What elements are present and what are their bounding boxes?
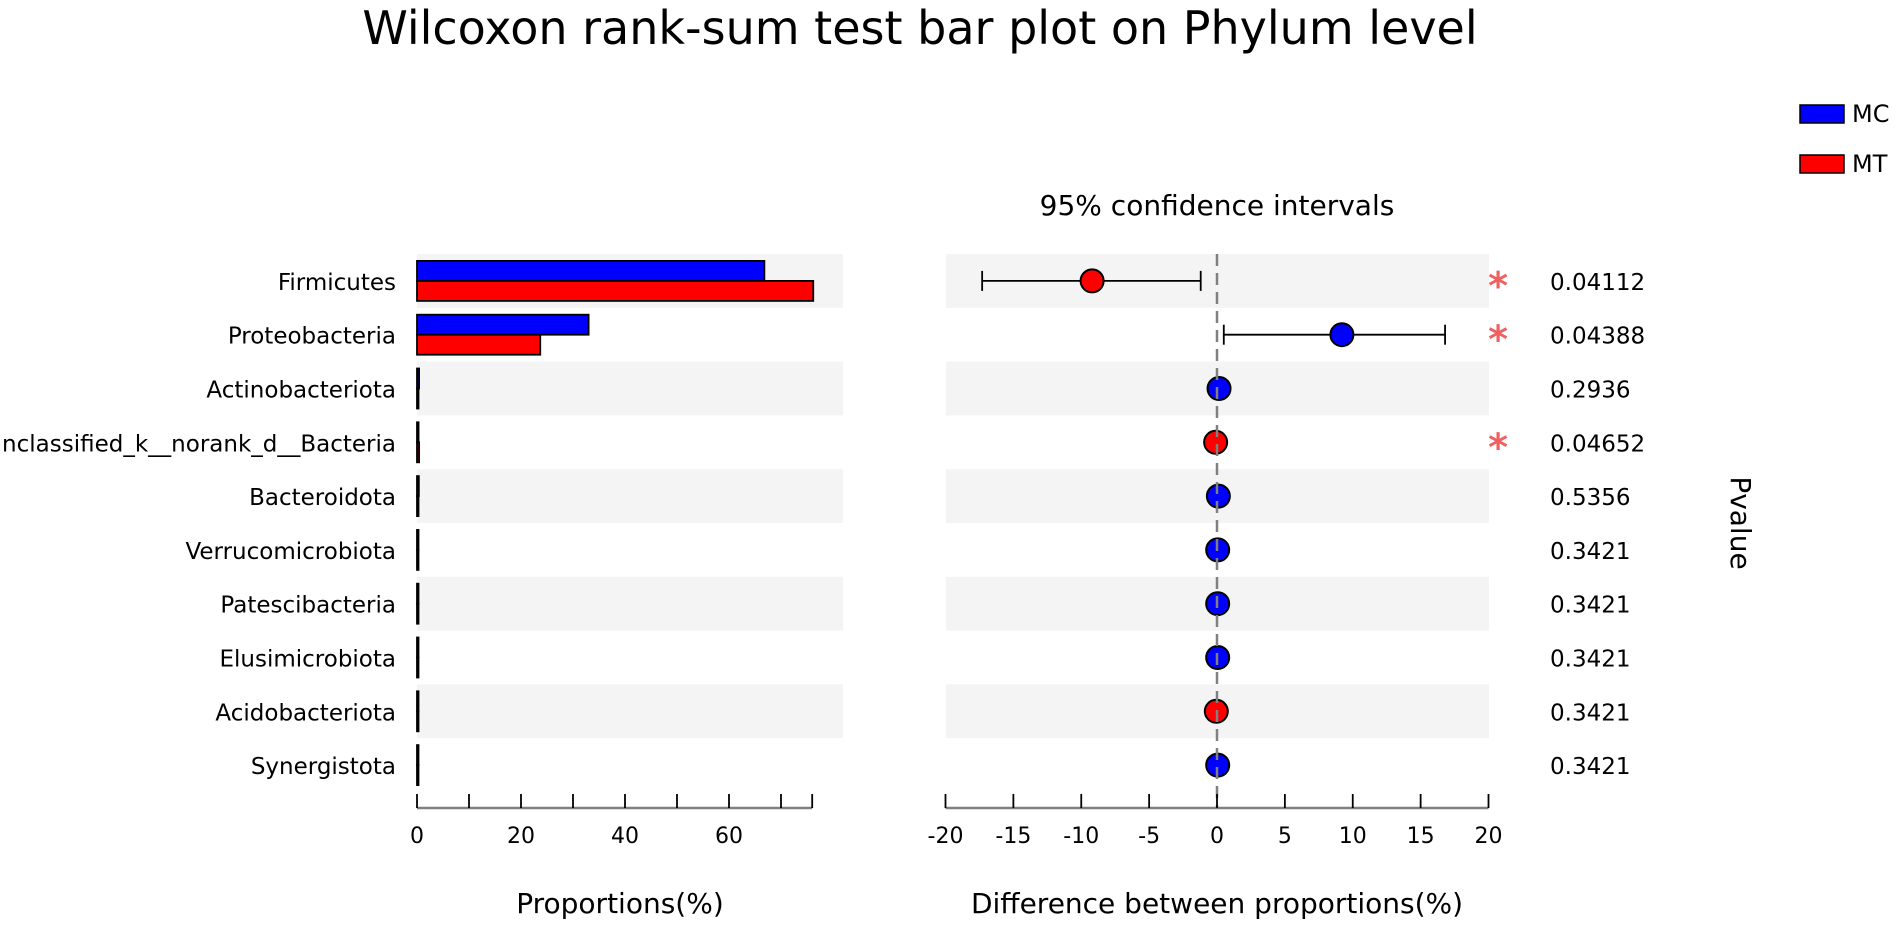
pvalue-label: 0.3421 (1550, 700, 1630, 726)
bar-mt (416, 279, 815, 302)
category-label: Verrucomicrobiota (185, 539, 396, 565)
ci-panel-title: 95% confidence intervals (1040, 189, 1395, 222)
legend-label-mt: MT (1852, 150, 1888, 178)
category-label: unclassified_k__norank_d__Bacteria (0, 431, 396, 457)
category-label: Actinobacteriota (206, 378, 396, 404)
bar-mc (416, 582, 420, 605)
right-tick-label: 15 (1407, 824, 1435, 849)
significance-star: * (1488, 318, 1508, 362)
pvalue-label: 0.04112 (1550, 270, 1645, 296)
bar-mt (416, 441, 420, 464)
left-tick-label: 40 (611, 824, 639, 849)
right-axis-label: Difference between proportions(%) (971, 887, 1463, 920)
legend-swatch-mt (1799, 154, 1845, 174)
category-label: Patescibacteria (220, 593, 396, 619)
significance-star: * (1488, 425, 1508, 469)
category-label: Proteobacteria (228, 324, 396, 350)
right-tick-label: 20 (1475, 824, 1503, 849)
bar-mt (416, 549, 420, 571)
category-label: Bacteroidota (249, 485, 396, 511)
row-band-left (417, 684, 843, 739)
left-tick-label: 60 (715, 824, 743, 849)
pvalue-label: 0.04652 (1550, 431, 1645, 457)
difference-point (1205, 483, 1231, 509)
confidence-interval-panel: * * * (981, 254, 1508, 808)
right-tick-label: 0 (1210, 824, 1224, 849)
right-tick-label: -10 (1063, 824, 1099, 849)
right-tick-label: -5 (1138, 824, 1160, 849)
pvalue-label: 0.04388 (1550, 324, 1645, 350)
category-label: Elusimicrobiota (219, 647, 396, 673)
pvalue-label: 0.3421 (1550, 754, 1630, 780)
pvalue-label: 0.3421 (1550, 539, 1630, 565)
pvalue-label: 0.5356 (1550, 485, 1630, 511)
row-band-left (417, 469, 843, 523)
bar-mt (416, 333, 542, 356)
bar-mt (416, 495, 420, 518)
bar-mc (416, 475, 420, 498)
difference-point (1079, 268, 1105, 294)
bar-mc (416, 744, 420, 766)
bar-mt (416, 656, 420, 679)
left-tick-label: 20 (507, 824, 535, 849)
row-band-left (417, 361, 843, 416)
bar-mc (416, 636, 420, 659)
left-tick-label: 0 (410, 824, 424, 849)
bar-mt (416, 710, 420, 733)
bar-mc (416, 313, 590, 336)
pvalue-label: 0.3421 (1550, 647, 1630, 673)
category-labels: Firmicutes Proteobacteria Actinobacteriota… (0, 270, 396, 780)
row-band-left (417, 576, 843, 631)
significance-star: * (1488, 264, 1508, 308)
pvalue-axis-label: Pvalue (1724, 476, 1757, 569)
right-tick-label: -20 (928, 824, 964, 849)
left-axis-label: Proportions(%) (516, 887, 724, 920)
bar-mc (416, 421, 420, 444)
difference-point (1329, 322, 1355, 348)
legend-label-mc: MC (1852, 100, 1889, 128)
legend: MC MT (1799, 100, 1889, 178)
right-tick-label: -15 (995, 824, 1031, 849)
category-label: Synergistota (251, 754, 396, 780)
difference-point (1203, 429, 1229, 455)
difference-point (1206, 376, 1232, 401)
bar-mc (416, 259, 766, 282)
bar-mc (416, 690, 420, 713)
category-label: Firmicutes (278, 270, 396, 296)
bar-mt (416, 764, 420, 786)
bar-mc (416, 529, 420, 551)
right-tick-label: 10 (1339, 824, 1367, 849)
legend-swatch-mc (1799, 104, 1845, 124)
pvalue-labels: 0.04112 0.04388 0.2936 0.04652 0.5356 0.3421 0… (1550, 270, 1645, 780)
bar-mt (416, 387, 420, 410)
bar-mc (416, 367, 420, 390)
category-label: Acidobacteriota (215, 700, 396, 726)
pvalue-label: 0.3421 (1550, 593, 1630, 619)
pvalue-label: 0.2936 (1550, 378, 1630, 404)
right-tick-label: 5 (1278, 824, 1292, 849)
bar-mt (416, 602, 420, 625)
axes: 0 20 40 60 -20 -15 -10 -5 0 5 10 15 20 (410, 794, 1503, 849)
chart-title: Wilcoxon rank-sum test bar plot on Phylu… (362, 1, 1477, 55)
proportion-bars (416, 259, 815, 786)
